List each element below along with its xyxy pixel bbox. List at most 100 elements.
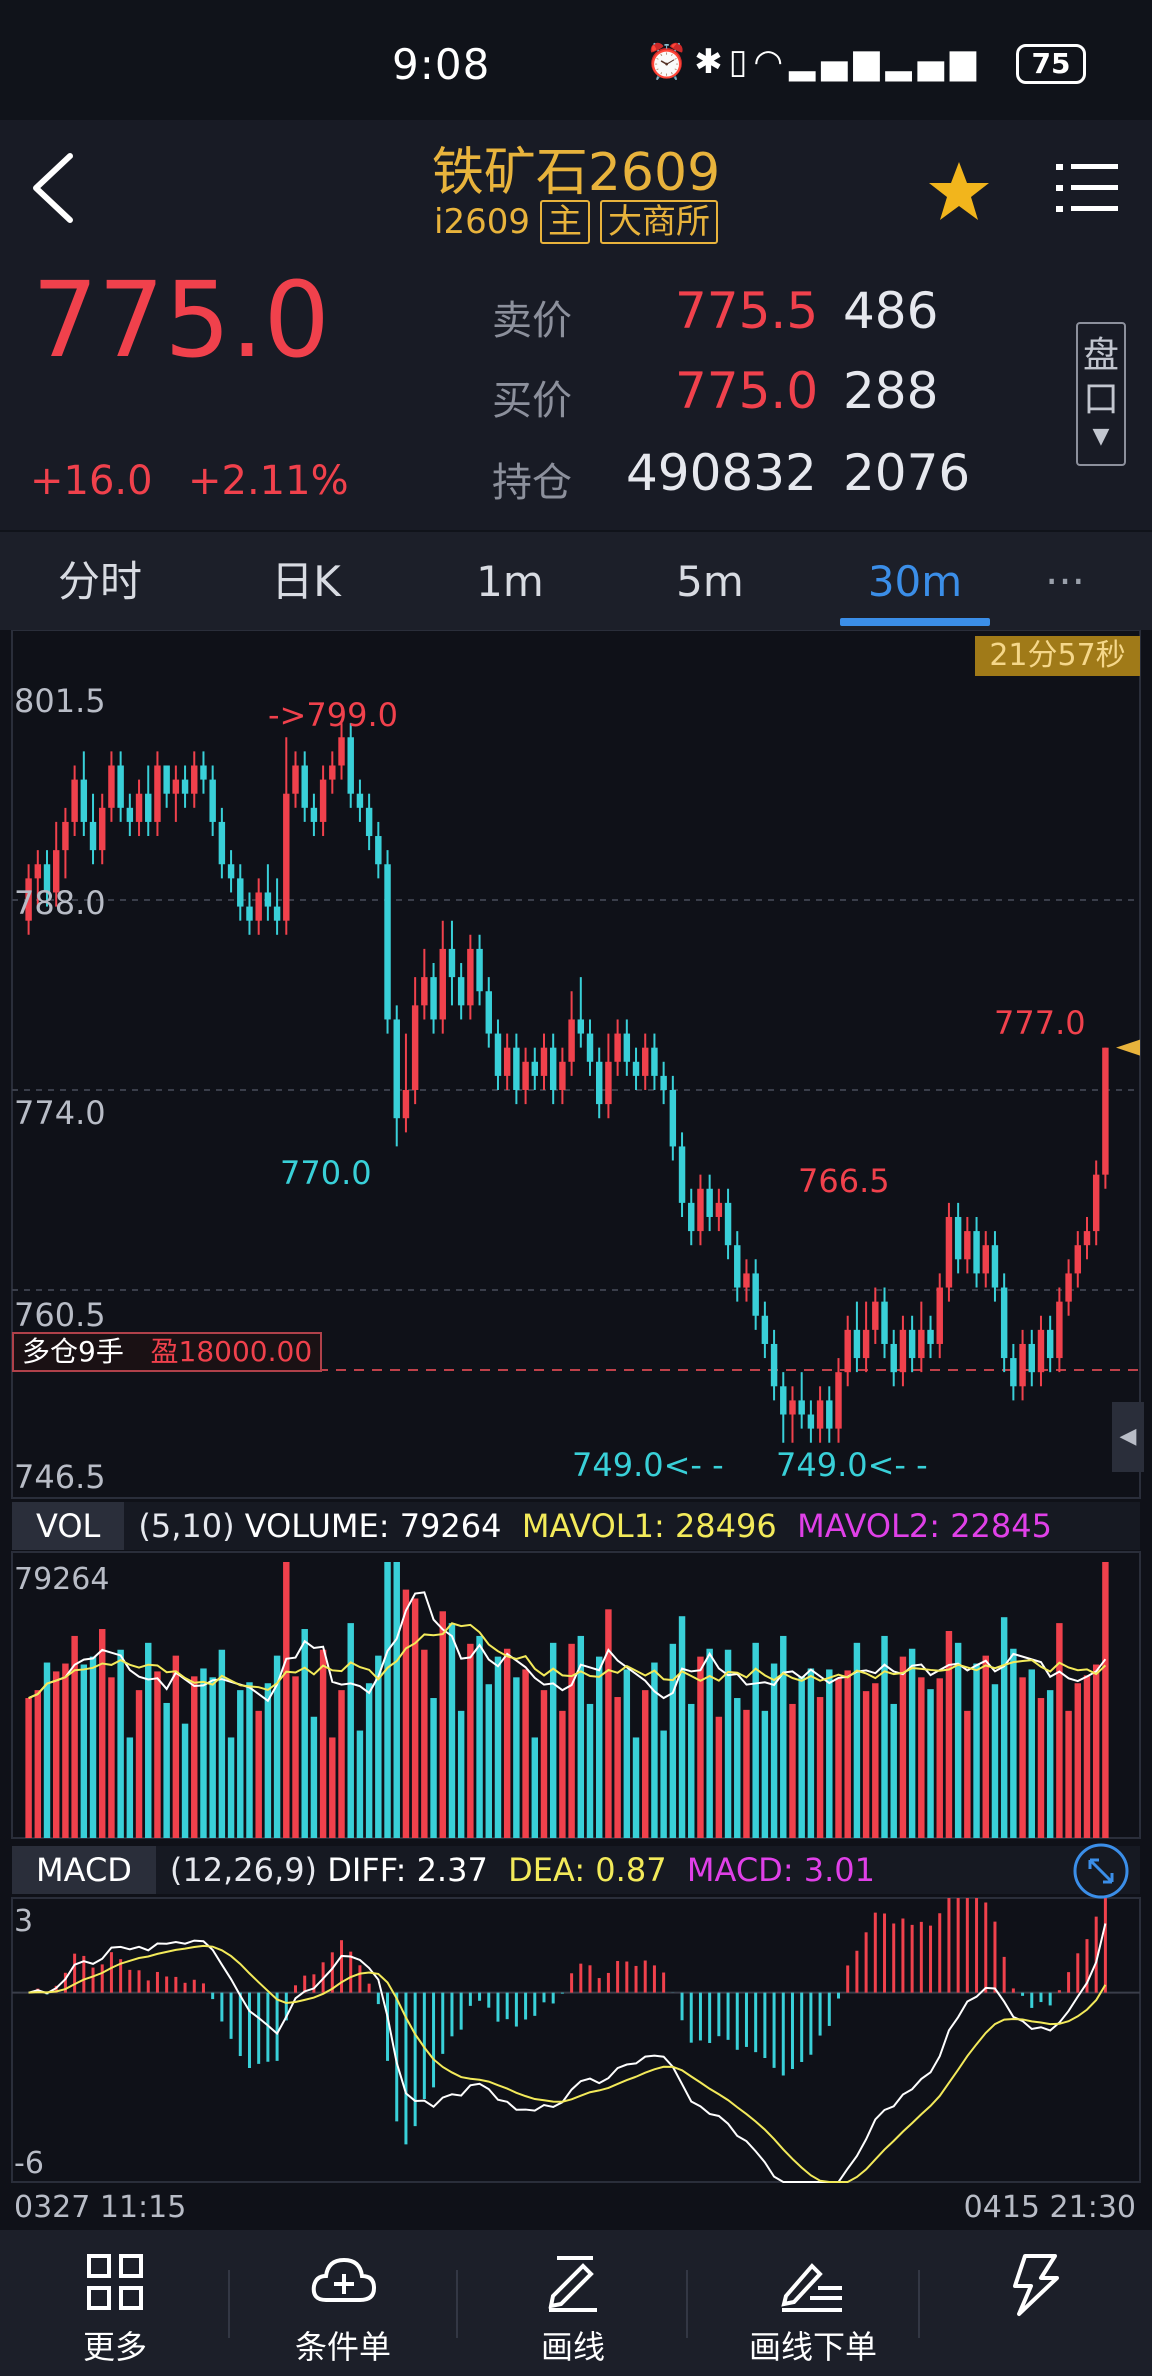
candle-body — [862, 1329, 870, 1359]
candle-body — [393, 1019, 400, 1119]
macd-indicator-header: MACD (12,26,9) DIFF: 2.37 DEA: 0.87 MACD:… — [12, 1846, 1140, 1894]
candle-body — [881, 1301, 888, 1344]
vol-indicator-button[interactable]: VOL — [12, 1502, 125, 1550]
x-axis-end: 0415 21:30 — [963, 2190, 1136, 2225]
tab-daily-k[interactable]: 日K — [271, 557, 341, 606]
volume-bar — [605, 1609, 612, 1838]
candle-body — [660, 1075, 667, 1090]
volume-bar — [135, 1690, 143, 1838]
draw-line-order-button[interactable]: 画线下单 — [728, 2230, 898, 2376]
candle-body — [126, 807, 134, 822]
candle-body — [669, 1090, 677, 1147]
volume-bar — [62, 1663, 69, 1838]
candle-body — [108, 765, 115, 808]
tab-fenshi[interactable]: 分时 — [57, 557, 142, 606]
candle-body — [264, 892, 272, 907]
bid-volume: 288 — [843, 362, 939, 420]
price-panel-frame — [11, 630, 1141, 1499]
candle-body — [899, 1329, 907, 1373]
mid-high-annotation: 766.5 — [798, 1162, 890, 1200]
volume-bar — [191, 1676, 198, 1838]
volume-bar — [908, 1648, 916, 1838]
volume-bar — [743, 1709, 750, 1838]
recent-high-annotation: 777.0 — [994, 1004, 1086, 1042]
fullscreen-expand-icon[interactable] — [1072, 1842, 1130, 1900]
favorite-star-icon[interactable] — [925, 158, 993, 226]
candle-body — [614, 1033, 621, 1062]
volume-bar — [780, 1635, 787, 1838]
macd-diff: DIFF: 2.37 — [327, 1851, 488, 1889]
volume-bar — [1010, 1648, 1017, 1838]
volume-bar — [899, 1656, 907, 1838]
price-change: +16.0 — [30, 458, 153, 504]
candle-body — [954, 1216, 962, 1260]
candle-body — [945, 1216, 953, 1288]
volume-bar — [117, 1649, 124, 1838]
volume-bar — [34, 1690, 42, 1838]
x-axis-start: 0327 11:15 — [14, 2190, 187, 2225]
volume-bar — [145, 1642, 152, 1838]
conditional-order-button[interactable]: 条件单 — [268, 2230, 418, 2376]
order-book-toggle[interactable]: 盘 口 ▼ — [1076, 322, 1126, 466]
candle-body — [724, 1202, 732, 1246]
candle-body — [218, 821, 226, 865]
volume-bar — [678, 1616, 686, 1838]
volume-bar — [853, 1642, 861, 1838]
volume-bar — [402, 1589, 410, 1838]
grid-icon — [87, 2254, 143, 2310]
vol-mavol2: MAVOL2: 22845 — [797, 1507, 1052, 1545]
candle-body — [448, 948, 456, 978]
candle-body — [503, 1047, 511, 1076]
volume-bar — [522, 1669, 529, 1838]
scroll-left-icon[interactable]: ◀ — [1112, 1402, 1144, 1472]
macd-dea: DEA: 0.87 — [508, 1851, 667, 1889]
volume-bar — [881, 1635, 888, 1838]
volume-bar — [1019, 1677, 1026, 1838]
macd-indicator-button[interactable]: MACD — [12, 1846, 156, 1894]
position-label: 多仓9手 — [22, 1335, 124, 1368]
more-button[interactable]: 更多 — [40, 2230, 190, 2376]
volume-bar — [927, 1689, 934, 1838]
open-interest-label: 持仓 — [492, 460, 572, 506]
volume-bar — [835, 1678, 842, 1838]
candle-body — [365, 807, 373, 837]
candle-body — [375, 836, 382, 865]
more-tabs-icon[interactable]: ··· — [1044, 557, 1086, 606]
tab-5m[interactable]: 5m — [676, 557, 744, 606]
menu-list-icon[interactable] — [1056, 160, 1118, 216]
candle-body — [154, 765, 161, 822]
volume-bar — [172, 1655, 180, 1838]
volume-bar — [181, 1723, 189, 1838]
candle-body — [1083, 1231, 1091, 1246]
volume-bar — [218, 1649, 226, 1838]
quick-trade-button[interactable] — [960, 2230, 1110, 2376]
last-price-marker — [1116, 1039, 1140, 1056]
kline-chart[interactable] — [0, 630, 1152, 2235]
tab-30m[interactable]: 30m — [867, 557, 963, 606]
volume-bar — [1083, 1675, 1091, 1838]
draw-line-label: 画线 — [540, 2328, 605, 2366]
volume-bar — [660, 1730, 667, 1838]
status-icons: ⏰✱▯◠▂▄▆▂▄▆ — [646, 42, 982, 82]
volume-bar — [264, 1683, 272, 1838]
volume-bar — [669, 1643, 677, 1838]
volume-bar — [89, 1656, 97, 1838]
main-contract-badge: 主 — [539, 200, 590, 244]
draw-line-order-label: 画线下单 — [748, 2328, 877, 2366]
candle-body — [1000, 1287, 1008, 1359]
tab-1m[interactable]: 1m — [476, 557, 544, 606]
volume-bar — [25, 1698, 32, 1838]
position-badge[interactable]: 多仓9手 盈18000.00 — [12, 1332, 323, 1372]
back-icon[interactable] — [24, 148, 84, 228]
volume-bar — [798, 1676, 805, 1838]
candle-body — [761, 1315, 769, 1344]
candle-body — [356, 793, 364, 808]
candle-body — [1028, 1343, 1035, 1373]
candle-body — [642, 1047, 649, 1076]
open-interest-change: 2076 — [843, 444, 971, 502]
bar-countdown-timer: 21分57秒 — [975, 636, 1140, 676]
volume-bar — [347, 1623, 354, 1838]
ask-label: 卖价 — [492, 298, 572, 344]
candle-body — [927, 1329, 934, 1344]
draw-line-button[interactable]: 画线 — [498, 2230, 648, 2376]
